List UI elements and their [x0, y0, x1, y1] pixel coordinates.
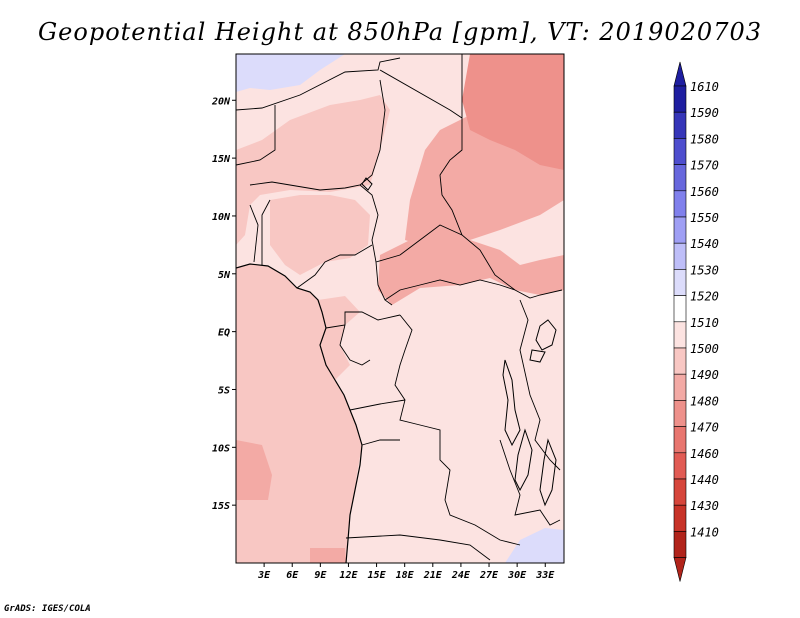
region-atlantic-north [236, 95, 390, 245]
colorbar-box [673, 216, 687, 244]
colorbar-box [673, 164, 687, 192]
colorbar-box [673, 452, 687, 480]
lakes [361, 177, 557, 507]
lon-tick-label: 15E [368, 570, 387, 581]
colorbar-label: 1430 [690, 499, 719, 513]
region-gabon-coast [318, 296, 360, 380]
colorbar-box [673, 347, 687, 375]
colorbar-box [673, 85, 687, 113]
lon-tick-label: 33E [535, 570, 555, 581]
colorbar-box [673, 400, 687, 427]
colorbar-box [673, 242, 687, 270]
region-se-low-blue [505, 528, 564, 563]
lat-tick-label: 10N [212, 212, 231, 223]
colorbar-box [673, 269, 687, 296]
height-field [236, 54, 564, 563]
colorbar-label: 1550 [690, 211, 719, 225]
lon-tick-label: 27E [479, 570, 499, 581]
colorbar-label: 1510 [690, 316, 719, 330]
colorbar-label: 1560 [690, 185, 719, 199]
colorbar-box [673, 138, 687, 165]
colorbar-box [673, 504, 687, 532]
colorbar-label: 1440 [690, 473, 719, 487]
colorbar-bottom-arrow [673, 557, 687, 582]
colorbar-label: 1480 [690, 394, 719, 408]
plot-frame [235, 53, 565, 564]
country-borders [236, 54, 563, 563]
lat-tick-label: 15N [212, 154, 231, 165]
lon-tick-label: 21E [423, 570, 443, 581]
lat-tick-label: 15S [212, 501, 230, 512]
colorbar-label: 1410 [690, 525, 719, 539]
lat-tick-label: 5S [218, 385, 230, 396]
lat-tick-label: 20N [211, 96, 231, 107]
colorbar-label: 1580 [690, 132, 719, 146]
colorbar-label: 1530 [690, 263, 719, 277]
region-nw-low-blue [236, 54, 345, 92]
lat-tick-label: EQ [218, 328, 230, 339]
colorbar-top-arrow [673, 61, 687, 87]
colorbar-label: 1520 [690, 290, 719, 304]
lon-tick-label: 18E [396, 570, 415, 581]
lon-tick-label: 9E [314, 570, 327, 581]
lon-tick-label: 24E [451, 570, 471, 581]
colorbar-label: 1470 [690, 421, 719, 435]
colorbar-label: 1590 [690, 106, 719, 120]
map-title: Geopotential Height at 850hPa [gpm], VT:… [38, 18, 762, 46]
colorbar-box [673, 321, 687, 349]
colorbar-legend: 1610 1590 1580 1570 1560 1550 1540 1530 1520 1510… [673, 61, 719, 582]
colorbar-label: 1460 [690, 447, 719, 461]
colorbar-box [673, 190, 687, 218]
colorbar-label: 1540 [690, 237, 719, 251]
colorbar-box [673, 478, 687, 506]
longitude-axis: 3E 6E 9E 12E 15E 18E 21E 24E 27E 30E 33E [257, 563, 555, 581]
colorbar-box [673, 426, 687, 454]
lon-tick-label: 12E [339, 570, 358, 581]
lat-tick-label: 5N [218, 270, 231, 281]
lat-tick-label: 10S [212, 443, 230, 454]
lon-tick-label: 30E [507, 570, 527, 581]
lon-tick-label: 3E [257, 570, 271, 581]
lon-tick-label: 6E [286, 570, 299, 581]
region-ne-corner [462, 54, 564, 170]
region-car-band [378, 225, 564, 305]
grads-credit: GrADS: IGES/COLA [4, 604, 91, 614]
latitude-axis: 20N 15N 10N 5N EQ 5S 10S 15S [211, 96, 236, 512]
colorbar-box [673, 295, 687, 323]
colorbar-box [673, 373, 687, 401]
colorbar-label: 1490 [690, 368, 719, 382]
border-lines [236, 54, 563, 561]
colorbar-label: 1500 [690, 342, 719, 356]
colorbar-label: 1570 [690, 159, 719, 173]
region-congo-basin [398, 290, 520, 430]
region-angola-interior [356, 415, 460, 525]
coastline [236, 263, 363, 563]
region-sw-angola-coast [236, 440, 346, 563]
colorbar-box [673, 531, 687, 558]
colorbar-label: 1610 [690, 80, 719, 94]
colorbar-box [673, 111, 687, 139]
